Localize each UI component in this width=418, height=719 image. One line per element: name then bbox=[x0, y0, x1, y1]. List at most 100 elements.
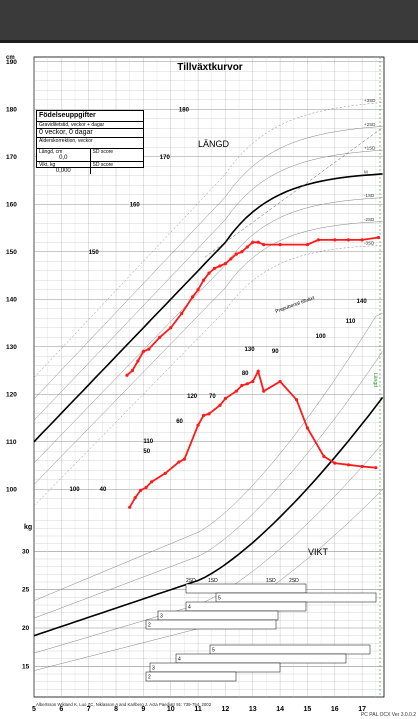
skeletal-header-label: 2SD bbox=[289, 578, 299, 584]
skeletal-box bbox=[175, 653, 347, 664]
weight-point bbox=[149, 480, 154, 484]
skeletal-header-label: 1SD bbox=[208, 578, 218, 584]
birth-weight-label: Vikt, kg bbox=[39, 162, 56, 168]
height-point bbox=[316, 238, 320, 242]
height-tick-label: 150 bbox=[6, 249, 17, 256]
birth-info-title: Födelseuppgifter bbox=[37, 111, 143, 122]
inner-weight-label: 70 bbox=[209, 394, 216, 400]
weight-point bbox=[139, 488, 143, 492]
x-tick-label: 12 bbox=[222, 706, 230, 713]
weight-point bbox=[256, 369, 260, 373]
height-tick-label: 110 bbox=[6, 439, 17, 446]
inner-weight-label: 100 bbox=[316, 334, 327, 340]
height-point bbox=[251, 240, 255, 244]
inner-weight-label: 80 bbox=[242, 371, 249, 377]
gestational-label: Graviditetstid, veckor + dagar bbox=[37, 122, 143, 129]
inner-height-label: 130 bbox=[245, 347, 256, 353]
weight-point bbox=[262, 389, 266, 393]
height-point bbox=[218, 264, 222, 268]
weight-point bbox=[360, 464, 364, 469]
height-tick-label: 100 bbox=[6, 486, 17, 493]
inner-weight-label: 90 bbox=[272, 349, 279, 355]
gestational-value: 0 veckor, 0 dagar bbox=[37, 129, 143, 138]
inner-height-label: 180 bbox=[179, 107, 190, 113]
x-tick-label: 11 bbox=[194, 706, 202, 713]
skeletal-header-label: 1SD bbox=[266, 578, 276, 584]
weight-point bbox=[207, 412, 211, 416]
birth-length-sd-label: SD score bbox=[92, 149, 114, 155]
inner-height-label: 100 bbox=[70, 487, 81, 493]
height-point bbox=[346, 238, 351, 242]
inner-height-label: 170 bbox=[160, 155, 171, 161]
skeletal-row-label: 5 bbox=[212, 648, 215, 654]
weight-tick-label: 15 bbox=[22, 663, 30, 670]
weight-point bbox=[322, 454, 326, 458]
height-point bbox=[223, 262, 228, 266]
skeletal-box bbox=[209, 644, 371, 655]
weight-point bbox=[201, 413, 206, 418]
chart-labels: +3SD+2SD+1SDM-1SD-2SD-3SD190180170160150… bbox=[6, 59, 376, 713]
height-point bbox=[234, 252, 238, 256]
height-point bbox=[141, 349, 145, 354]
weight-point bbox=[346, 463, 351, 467]
inner-weight-label: 60 bbox=[176, 419, 183, 425]
height-point bbox=[125, 373, 129, 377]
weight-point bbox=[133, 496, 137, 500]
height-tick-label: 140 bbox=[6, 296, 17, 303]
weight-point bbox=[144, 485, 148, 490]
height-point bbox=[305, 243, 310, 247]
skeletal-box bbox=[157, 610, 279, 621]
height-point bbox=[360, 238, 364, 242]
weight-sd-curve bbox=[33, 312, 383, 601]
reference-text: Albertsson Wikland K, Luo ZC, Niklasson … bbox=[36, 702, 212, 707]
weight-sd-curve bbox=[33, 351, 383, 619]
inner-height-label: 160 bbox=[130, 202, 141, 208]
weight-point bbox=[196, 423, 200, 427]
height-tick-label: 120 bbox=[6, 391, 17, 398]
height-point bbox=[207, 271, 211, 275]
height-sd-curve bbox=[33, 126, 383, 400]
skeletal-row-label: 4 bbox=[188, 605, 191, 611]
weight-sd-curve bbox=[33, 443, 383, 654]
weight-point bbox=[245, 382, 249, 386]
skeletal-row-label: 5 bbox=[218, 596, 221, 602]
chart-title: Tillväxtkurvor bbox=[177, 62, 243, 73]
height-sd-curve bbox=[33, 149, 383, 421]
weight-sd-curve bbox=[33, 396, 384, 637]
x-tick-label: 8 bbox=[114, 706, 118, 713]
weight-point bbox=[240, 383, 244, 388]
skeletal-row-label: 3 bbox=[152, 666, 155, 672]
weight-point bbox=[177, 460, 181, 464]
weight-unit-label: kg bbox=[24, 524, 32, 531]
weight-point bbox=[223, 396, 228, 401]
version-label: PC PAL OCX Ver 3.0.0.2 bbox=[360, 712, 416, 718]
height-sd-curve bbox=[33, 102, 383, 378]
birth-info-box: Födelseuppgifter Graviditetstid, veckor … bbox=[36, 110, 144, 174]
sd-curves bbox=[33, 102, 384, 671]
height-point bbox=[256, 240, 260, 244]
weight-section-label: VIKT bbox=[308, 547, 329, 557]
skeletal-box bbox=[185, 583, 307, 594]
sd-label: +3SD bbox=[364, 98, 376, 103]
skeletal-header-label: 2SD bbox=[186, 578, 196, 584]
inner-height-label: 120 bbox=[187, 394, 198, 400]
height-point bbox=[278, 243, 282, 247]
x-tick-label: 14 bbox=[276, 706, 284, 713]
height-point bbox=[262, 243, 266, 247]
height-section-label: LÄNGD bbox=[198, 139, 230, 149]
weight-point bbox=[374, 466, 378, 470]
height-point bbox=[196, 288, 200, 292]
weight-tick-label: 30 bbox=[22, 548, 30, 555]
weight-point bbox=[333, 461, 337, 465]
skeletal-row-label: 2 bbox=[148, 623, 151, 629]
weight-tick-label: 25 bbox=[22, 587, 30, 594]
birth-weight-sd-label: SD score bbox=[92, 162, 114, 168]
birth-weight-row: Vikt, kg 0,000 SD score bbox=[37, 162, 143, 174]
weight-point bbox=[294, 398, 299, 402]
birth-weight-value: 0,000 bbox=[55, 168, 71, 174]
height-point bbox=[136, 359, 140, 363]
height-point bbox=[147, 347, 151, 351]
height-unit-label: cm bbox=[6, 55, 15, 61]
inner-weight-label: 40 bbox=[100, 487, 107, 493]
